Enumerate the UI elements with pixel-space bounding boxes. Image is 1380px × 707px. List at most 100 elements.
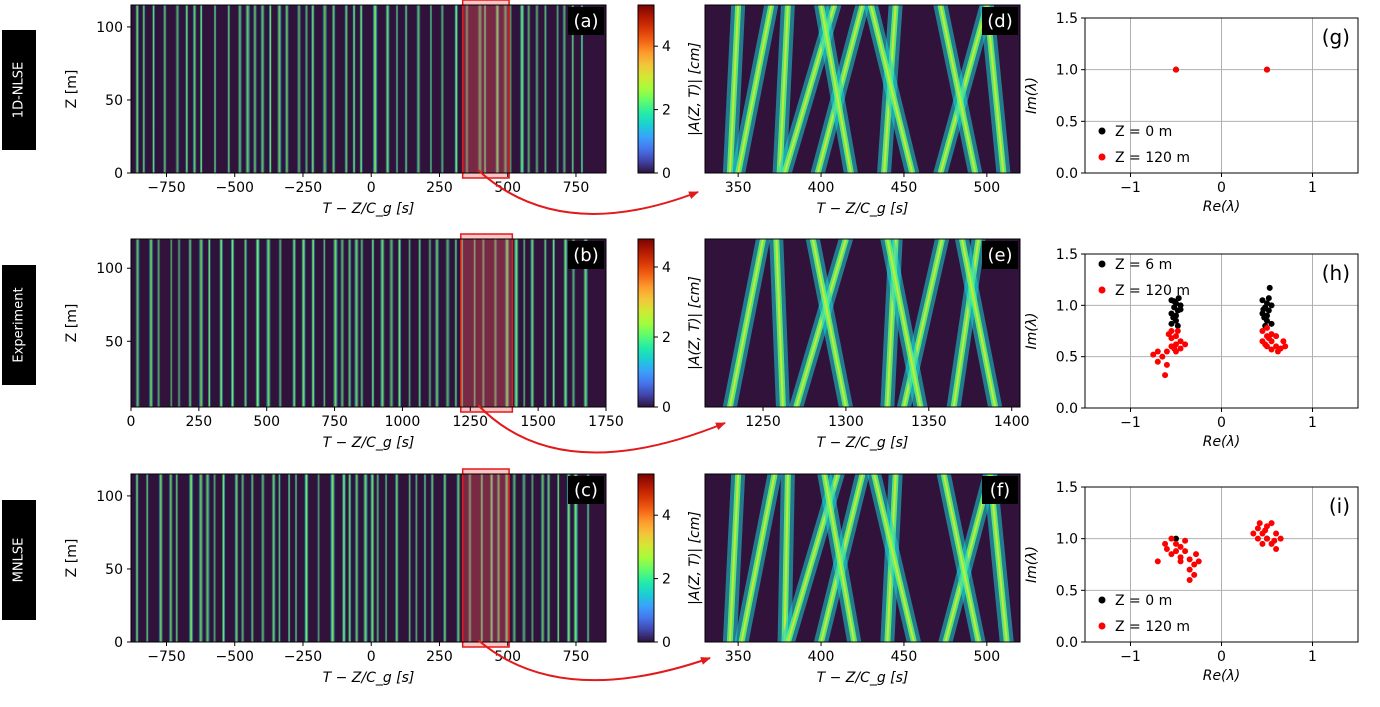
scatter-point <box>1175 295 1182 302</box>
scatter-point <box>1182 341 1189 348</box>
x-tick-label: 450 <box>891 180 918 196</box>
heatmap-stripe <box>580 5 584 173</box>
zoom-arrow-3 <box>477 639 711 682</box>
heatmap-stripe <box>135 5 140 173</box>
scatter-point <box>1177 306 1184 313</box>
heatmap-stripe <box>237 5 243 173</box>
x-tick-label: 1400 <box>994 414 1030 430</box>
x-tick-label: 500 <box>494 649 521 665</box>
row-label-1d-nlse: 1D-NLSE <box>2 30 36 150</box>
x-tick-label: 1000 <box>385 414 421 430</box>
x-tick-label: 500 <box>973 180 1000 196</box>
x-tick-label: 0 <box>127 414 136 430</box>
scatter-point <box>1268 346 1275 353</box>
heatmap-stripe <box>353 239 360 407</box>
heatmap-stripe <box>259 5 266 173</box>
x-tick-label: 1 <box>1308 649 1317 665</box>
y-axis-label: Z [m] <box>64 70 80 109</box>
panel-letter: (h) <box>1322 261 1350 285</box>
row-label-text: 1D-NLSE <box>12 62 27 118</box>
scatter-point <box>1195 558 1202 565</box>
scatter-point <box>1260 306 1267 313</box>
heatmap-stripe <box>199 5 203 173</box>
heatmap-stripe <box>255 239 261 407</box>
scatter-point <box>1280 338 1287 345</box>
heatmap-stripe <box>566 474 572 642</box>
legend-label: Z = 120 m <box>1115 619 1190 635</box>
soliton-track-core <box>728 5 740 173</box>
heatmap-stripe <box>332 239 339 407</box>
scatter-point <box>1273 546 1280 552</box>
legend-marker <box>1098 286 1106 294</box>
scatter-point <box>1282 343 1289 350</box>
x-tick-label: −500 <box>216 180 254 196</box>
heatmap-stripe <box>321 5 328 173</box>
scatter-point <box>1177 558 1184 565</box>
scatter-point <box>1273 530 1280 537</box>
heatmap-stripe <box>284 5 290 173</box>
x-tick-label: 500 <box>253 414 280 430</box>
heatmap-stripe <box>543 239 548 407</box>
heatmap-stripe <box>372 5 379 173</box>
y-tick-label: 1.5 <box>1056 480 1078 496</box>
scatter-point <box>1168 320 1175 327</box>
y-tick-label: 0.0 <box>1056 635 1078 651</box>
y-tick-label: 1.0 <box>1056 298 1078 314</box>
heatmap-stripe <box>192 5 197 173</box>
x-axis-label: Re(λ) <box>1203 199 1241 215</box>
scatter-point <box>1268 520 1275 527</box>
soliton-track-core <box>783 474 789 642</box>
colorbar-2: 0 2 4 |A(Z, T)| [cm] <box>637 238 703 416</box>
x-tick-label: 250 <box>426 649 453 665</box>
panel-letter: (d) <box>987 11 1012 32</box>
soliton-track-core <box>823 474 856 642</box>
scatter-point <box>1274 348 1281 355</box>
panel-letter-box <box>568 476 604 504</box>
scatter-point <box>1265 295 1272 302</box>
heatmap-stripe <box>530 474 535 642</box>
heatmap-stripe <box>460 239 464 407</box>
heatmap-stripe <box>529 239 535 407</box>
y-tick-label: 0 <box>114 166 123 182</box>
heatmap-stripe <box>586 474 590 642</box>
heatmap-stripe <box>534 5 540 173</box>
heatmap-stripe <box>177 239 182 407</box>
legend-label: Z = 120 m <box>1115 150 1190 166</box>
heatmap-stripe <box>513 239 520 407</box>
scatter-point <box>1163 348 1170 355</box>
heatmap-stripe <box>296 5 302 173</box>
legend-label: Z = 0 m <box>1115 124 1172 140</box>
soliton-track-core <box>778 5 789 173</box>
heatmap-stripe <box>440 5 445 173</box>
scatter-point <box>1162 372 1169 379</box>
scatter-point <box>1168 535 1175 542</box>
soliton-tracks <box>722 239 1003 407</box>
heatmap-stripe <box>230 239 235 407</box>
colorbar-tick-label: 2 <box>662 103 671 119</box>
heatmap-stripe <box>397 239 402 407</box>
x-tick-label: 750 <box>563 180 590 196</box>
y-tick-label: 0.0 <box>1056 166 1078 182</box>
heatmap-stripe <box>496 474 501 642</box>
scatter-point <box>1259 328 1266 334</box>
soliton-track-core <box>869 5 914 173</box>
heatmap-stripe <box>423 474 427 642</box>
x-tick-label: 400 <box>808 180 835 196</box>
heatmap-stripe <box>522 239 526 407</box>
heatmap-stripe <box>489 474 494 642</box>
colorbar-tick-label: 4 <box>662 260 671 276</box>
scatter-point <box>1265 335 1272 342</box>
heatmap-stripe <box>291 239 297 407</box>
heatmap-stripe <box>502 5 509 173</box>
scatter-panel-i: −1 0 1 0.0 0.5 1.0 1.5 Re(λ) Im(λ) Z = 0 m Z = 120… <box>1024 480 1359 684</box>
heatmap-stripe <box>145 474 149 642</box>
panel-letter: (c) <box>574 480 598 501</box>
heatmap-stripe <box>404 5 408 173</box>
heatmap-stripe <box>169 239 173 407</box>
heatmap-stripe <box>250 474 255 642</box>
heatmap-stripe <box>473 239 477 407</box>
scatter-point <box>1186 577 1193 583</box>
scatter-panel-h: −1 0 1 0.0 0.5 1.0 1.5 Re(λ) Im(λ) Z = 6 m Z = 120… <box>1024 247 1359 450</box>
soliton-track-core <box>737 5 773 173</box>
scatter-point <box>1182 548 1189 555</box>
